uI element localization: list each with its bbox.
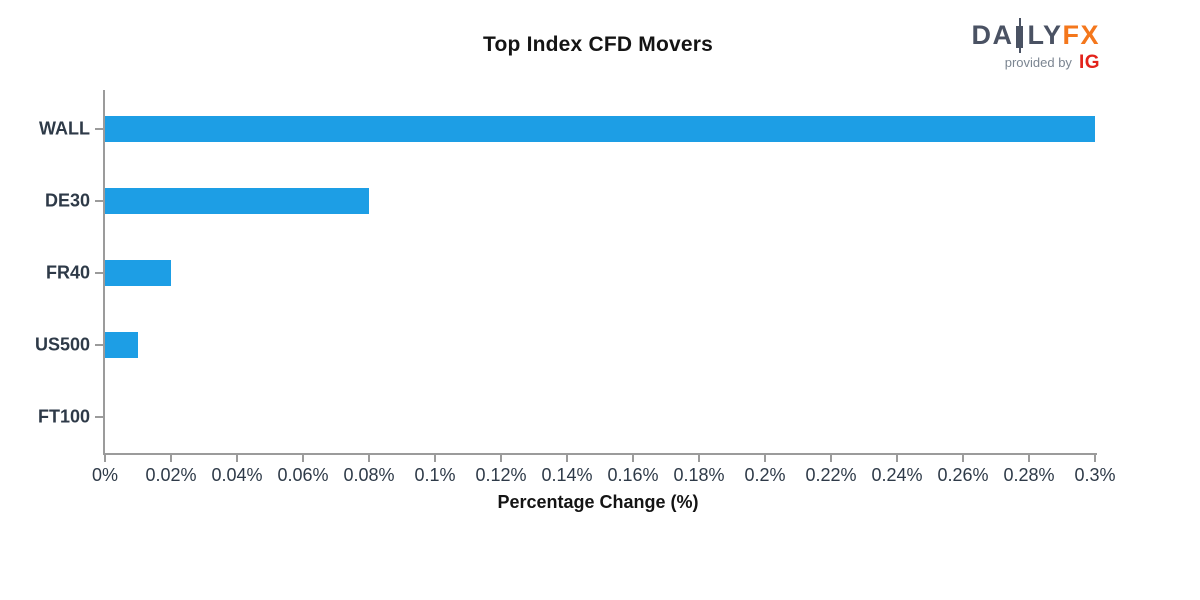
x-tick-label: 0.18%	[673, 465, 725, 485]
x-tick	[368, 455, 370, 462]
x-tick-label: 0.06%	[277, 465, 329, 485]
candlestick-icon	[1016, 18, 1024, 53]
x-tick	[170, 455, 172, 462]
x-tick-label: 0.3%	[1074, 465, 1116, 485]
y-tick	[95, 128, 103, 130]
x-tick-label: 0.2%	[744, 465, 786, 485]
x-tick-label: 0.28%	[1003, 465, 1055, 485]
bar-us500	[105, 332, 138, 358]
y-axis-label: US500	[34, 334, 90, 355]
provided-by-text: provided by	[1004, 55, 1072, 70]
x-tick	[104, 455, 106, 462]
x-tick	[1028, 455, 1030, 462]
y-axis-label: FR40	[45, 262, 90, 283]
candlestick-body	[1016, 26, 1024, 48]
x-tick	[1094, 455, 1096, 462]
x-axis-label: Percentage Change (%)	[497, 492, 699, 512]
logo-text-ly: LY	[1027, 20, 1063, 50]
x-tick	[698, 455, 700, 462]
ig-logo: IG	[1078, 52, 1100, 73]
y-axis-label: WALL	[39, 118, 90, 139]
x-tick	[566, 455, 568, 462]
x-tick-label: 0.26%	[937, 465, 989, 485]
x-tick-label: 0.1%	[414, 465, 456, 485]
bar-fr40	[105, 260, 171, 286]
x-tick-label: 0.12%	[475, 465, 527, 485]
y-tick	[95, 344, 103, 346]
dailyfx-logo: DA LY FX provided by IG	[971, 18, 1100, 72]
x-tick	[764, 455, 766, 462]
x-tick	[236, 455, 238, 462]
plot-area: WALL DE30 FR40 US500 FT100 0% 0.02% 0.04% 0.06% 0…	[35, 90, 1116, 485]
y-tick	[95, 200, 103, 202]
y-axis-label: FT100	[37, 406, 90, 427]
x-tick-label: 0.08%	[343, 465, 395, 485]
x-tick-label: 0.02%	[145, 465, 197, 485]
logo-text-fx: FX	[1062, 20, 1100, 50]
x-tick	[434, 455, 436, 462]
x-tick	[830, 455, 832, 462]
y-tick	[95, 416, 103, 418]
x-tick-label: 0%	[91, 465, 119, 485]
bar-de30	[105, 188, 369, 214]
y-tick	[95, 272, 103, 274]
x-tick	[302, 455, 304, 462]
chart-title: Top Index CFD Movers	[483, 33, 713, 56]
x-tick-label: 0.14%	[541, 465, 593, 485]
bar-wall	[105, 116, 1095, 142]
dailyfx-wordmark: DA LY FX	[971, 18, 1100, 53]
x-tick-label: 0.22%	[805, 465, 857, 485]
x-tick	[500, 455, 502, 462]
logo-provided-by-row: provided by IG	[971, 53, 1100, 72]
logo-text-da: DA	[971, 20, 1014, 50]
x-tick-label: 0.16%	[607, 465, 659, 485]
y-axis-label: DE30	[44, 190, 90, 211]
x-tick-label: 0.04%	[211, 465, 263, 485]
x-tick	[632, 455, 634, 462]
x-tick	[896, 455, 898, 462]
x-tick	[962, 455, 964, 462]
x-tick-label: 0.24%	[871, 465, 923, 485]
